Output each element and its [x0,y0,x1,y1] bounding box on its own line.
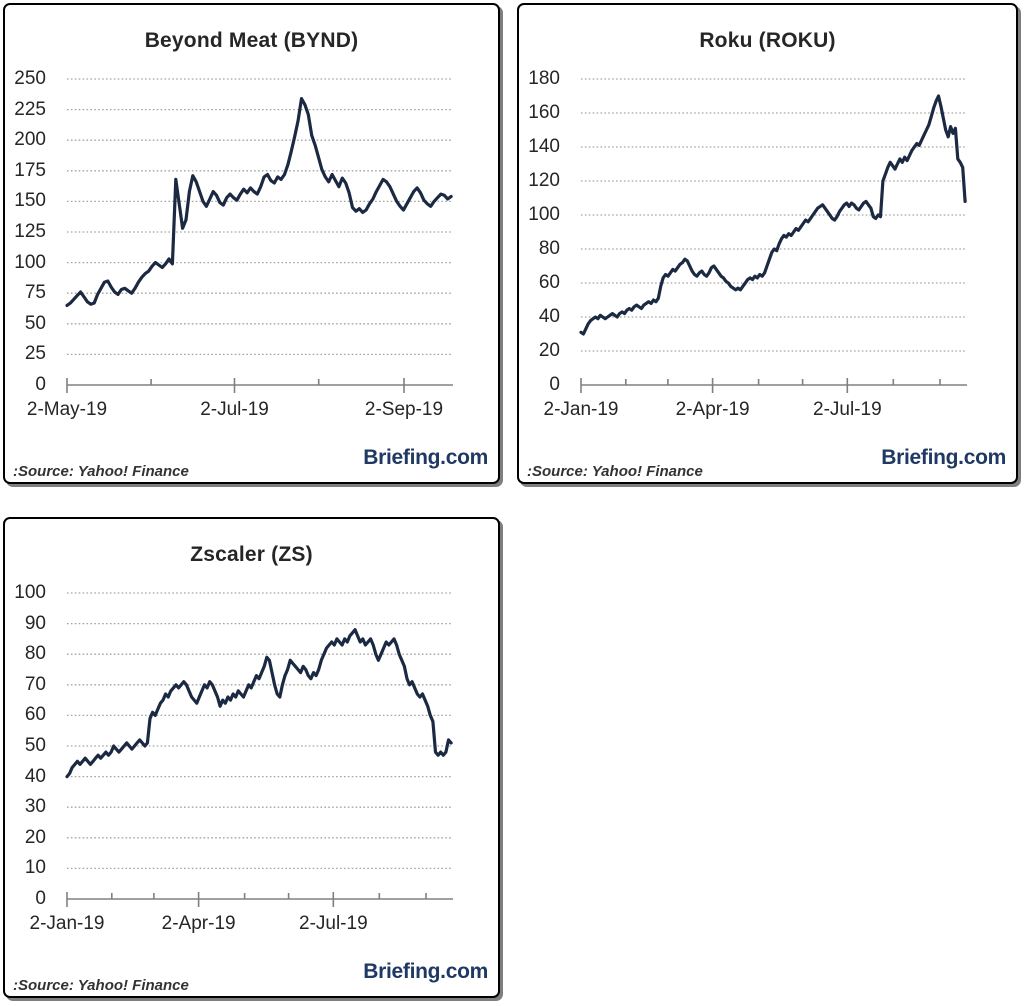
y-tick-label: 140 [528,136,560,157]
y-tick-label: 90 [24,612,46,634]
y-tick-label: 20 [538,340,560,361]
y-tick-label: 0 [35,374,46,395]
x-tick-label: 2-Sep-19 [364,399,444,420]
y-tick-label: 100 [528,204,560,225]
y-tick-label: 250 [14,68,46,89]
y-tick-label: 30 [24,796,46,818]
y-tick-label: 80 [24,643,46,665]
chart-panel-zs: Zscaler (ZS) 100 90 80 70 60 50 40 30 20 10 0 2-Ja… [3,517,500,998]
y-axis-labels: 250 225 200 175 150 125 100 75 50 25 0 [5,5,51,482]
source-caption: :Source: Yahoo! Finance [13,977,189,994]
briefing-logo: Briefing.com [881,446,1006,469]
y-tick-label: 40 [538,306,560,327]
y-tick-label: 40 [24,765,46,787]
y-tick-label: 50 [24,735,46,756]
y-tick-label: 125 [14,221,46,242]
y-tick-label: 180 [528,68,560,89]
x-tick-label: 2-Jul-19 [813,399,882,420]
y-tick-label: 100 [14,582,46,603]
y-tick-label: 10 [24,857,46,879]
x-tick-label: 2-Jul-19 [200,399,269,420]
x-tick-label: 2-Apr-19 [675,399,750,420]
y-tick-label: 25 [24,343,46,365]
y-tick-label: 150 [14,190,46,212]
y-tick-label: 0 [549,374,560,395]
line-chart-plot [65,78,453,393]
y-axis-labels: 100 90 80 70 60 50 40 30 20 10 0 [5,519,51,996]
y-tick-label: 60 [538,272,560,293]
y-tick-label: 50 [24,312,46,334]
y-tick-label: 100 [14,251,46,273]
briefing-logo: Briefing.com [363,446,488,469]
y-tick-label: 70 [24,673,46,695]
y-tick-label: 200 [14,129,46,151]
y-tick-label: 160 [528,102,560,123]
y-tick-label: 20 [24,826,46,848]
chart-panel-bynd: Beyond Meat (BYND) 250 225 200 175 150 125 100… [3,3,500,484]
source-caption: :Source: Yahoo! Finance [13,463,189,480]
chart-title: Roku (ROKU) [699,29,836,52]
y-axis-labels: 180 160 140 120 100 80 60 40 20 0 [519,5,565,482]
chart-panel-roku: Roku (ROKU) 180 160 140 120 100 80 60 40 20 0 2-J… [517,3,1018,484]
x-tick-label: 2-Jul-19 [299,913,368,934]
x-tick-label: 2-Apr-19 [161,913,236,934]
line-chart-plot [579,78,967,393]
y-tick-label: 75 [24,282,46,304]
y-tick-label: 175 [14,159,46,181]
y-tick-label: 80 [538,238,560,259]
line-chart-plot [65,592,453,907]
chart-title: Zscaler (ZS) [190,543,313,566]
y-tick-label: 60 [24,704,46,726]
y-tick-label: 120 [528,170,560,191]
y-tick-label: 225 [14,98,46,120]
y-tick-label: 0 [35,888,46,909]
source-caption: :Source: Yahoo! Finance [527,463,703,480]
chart-title: Beyond Meat (BYND) [144,29,359,52]
briefing-logo: Briefing.com [363,960,488,983]
